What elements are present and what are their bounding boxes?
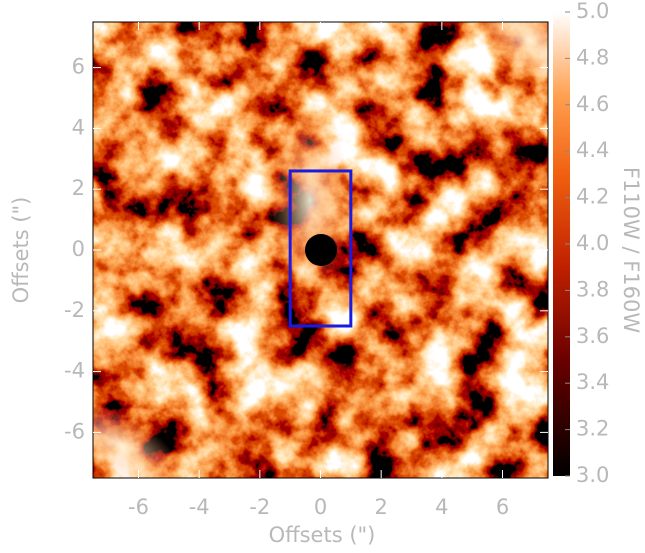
colorbar-tick-label: 4.6 xyxy=(576,92,609,116)
colorbar-label: F110W / F160W xyxy=(619,167,643,334)
colorbar-tick-label: 4.4 xyxy=(576,138,609,162)
colorbar-tick-label: 3.0 xyxy=(576,463,609,487)
colorbar-tick-label: 4.2 xyxy=(576,185,609,209)
x-axis-label: Offsets (") xyxy=(269,523,376,547)
colorbar-tick-label: 5.0 xyxy=(576,0,609,23)
x-tick-label: 6 xyxy=(496,495,509,519)
colorbar-tick-label: 4.8 xyxy=(576,45,609,69)
chart: Offsets (") Offsets (") F110W / F160W -6… xyxy=(0,0,645,553)
nucleus-mask xyxy=(305,234,337,266)
x-tick-label: 4 xyxy=(435,495,448,519)
y-tick-label: 2 xyxy=(72,176,85,200)
y-tick-label: 6 xyxy=(72,55,85,79)
x-tick-label: -6 xyxy=(128,495,149,519)
y-tick-label: -2 xyxy=(64,298,85,322)
colorbar-tick-label: 3.8 xyxy=(576,277,609,301)
x-tick-label: -2 xyxy=(249,495,270,519)
x-tick-label: -4 xyxy=(189,495,210,519)
colorbar-tick-label: 4.0 xyxy=(576,231,609,255)
bright-region xyxy=(270,110,350,290)
x-tick-label: 2 xyxy=(374,495,387,519)
image xyxy=(44,0,607,506)
y-tick-label: -6 xyxy=(64,419,85,443)
y-tick-label: 0 xyxy=(72,237,85,261)
y-tick-label: 4 xyxy=(72,115,85,139)
x-tick-label: 0 xyxy=(314,495,327,519)
y-tick-label: -4 xyxy=(64,359,85,383)
colorbar-tick-label: 3.4 xyxy=(576,370,609,394)
colorbar-tick-label: 3.6 xyxy=(576,324,609,348)
y-axis-label: Offsets (") xyxy=(9,197,33,304)
colorbar-tick-label: 3.2 xyxy=(576,417,609,441)
